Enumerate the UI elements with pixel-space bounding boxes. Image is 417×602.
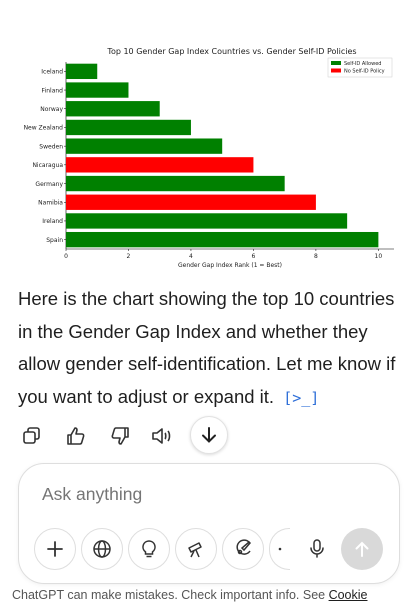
disclaimer-text: ChatGPT can make mistakes. Check importa… [12,588,329,602]
bar [66,119,191,136]
x-tick-label: 2 [127,253,131,260]
bar [66,175,285,192]
plus-icon[interactable] [34,528,76,570]
y-tick-label: Finland [42,87,64,94]
x-axis-label: Gender Gap Index Rank (1 = Best) [178,262,282,269]
arrow-down-icon [202,427,216,443]
legend-label: No Self-ID Policy [344,69,385,75]
y-tick-label: Spain [46,237,63,244]
legend-box [327,57,393,78]
x-tick-label: 8 [314,253,318,260]
legend-swatch [331,68,341,73]
send-button[interactable] [341,528,383,570]
speaker-icon[interactable] [148,418,176,454]
bar [66,138,223,154]
message-actions [18,418,258,454]
bar [66,157,254,173]
y-tick-label: Norway [40,106,63,113]
composer [18,463,400,584]
lightbulb-icon[interactable] [128,528,170,570]
bar [66,231,379,248]
code-icon[interactable]: [>_] [283,388,320,407]
x-tick-label: 4 [189,253,193,260]
bar [66,213,348,229]
y-tick-label: Nicaragua [32,162,63,169]
globe-icon[interactable] [81,528,123,570]
assistant-message: Here is the chart showing the top 10 cou… [18,283,408,414]
bar [66,194,316,210]
bar [66,82,129,98]
x-tick-label: 6 [252,253,256,260]
y-tick-label: Iceland [41,69,63,76]
legend-swatch [331,61,341,65]
thumbs-up-icon[interactable] [62,418,90,454]
thumbs-down-icon[interactable] [106,418,134,454]
copy-icon[interactable] [18,418,46,454]
legend-label: Self-ID Allowed [344,61,381,67]
scroll-down-button[interactable] [190,416,228,454]
chart-title: Top 10 Gender Gap Index Countries vs. Ge… [106,47,356,56]
bar-chart: Top 10 Gender Gap Index Countries vs. Ge… [24,47,394,269]
bar [66,63,98,80]
x-tick-label: 0 [64,253,68,260]
arrow-up-icon [355,541,369,557]
y-tick-label: Namibia [38,199,63,206]
cookie-link[interactable]: Cookie [328,588,368,602]
more-icon[interactable] [269,528,290,570]
y-tick-label: Germany [35,181,63,188]
y-tick-label: Ireland [42,218,63,225]
message-text: Here is the chart showing the top 10 cou… [18,288,396,407]
prompt-input[interactable] [42,484,342,505]
brush-icon[interactable] [222,528,264,570]
y-tick-label: New Zealand [24,125,64,132]
telescope-icon[interactable] [175,528,217,570]
microphone-icon[interactable] [297,528,337,568]
x-tick-label: 10 [375,253,383,260]
y-tick-label: Sweden [39,143,63,150]
disclaimer: ChatGPT can make mistakes. Check importa… [12,588,368,602]
bar [66,101,160,117]
